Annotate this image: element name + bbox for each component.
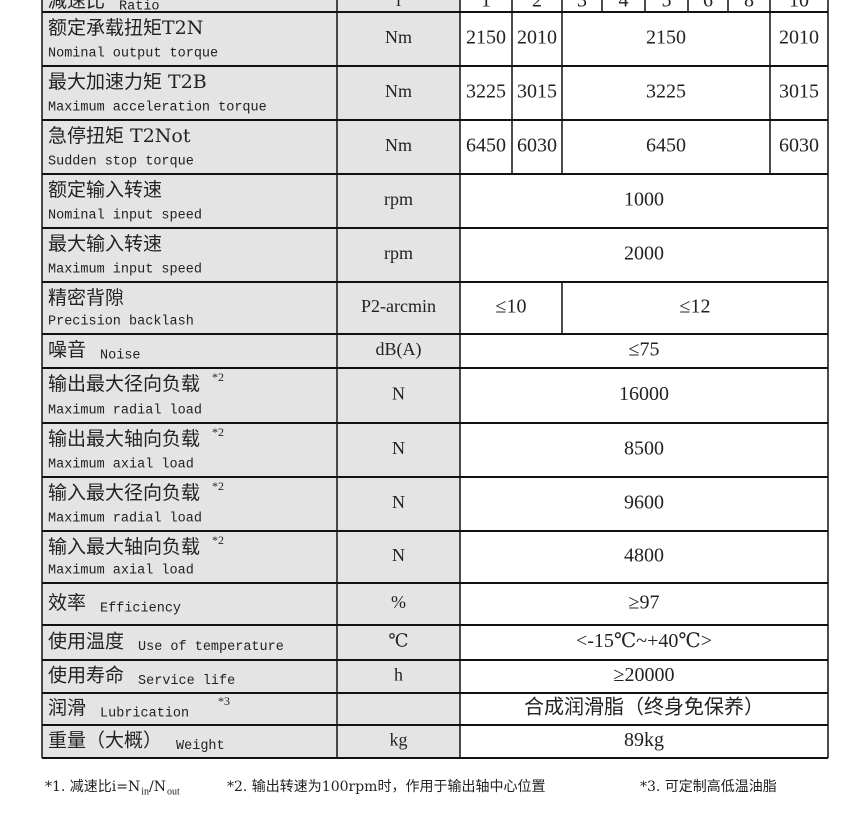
label-en: Weight bbox=[176, 739, 225, 754]
label-bg bbox=[42, 0, 460, 758]
label-cn: 最大输入转速 bbox=[48, 233, 162, 255]
value: 3225 bbox=[466, 81, 506, 103]
value: ≥97 bbox=[629, 592, 660, 614]
footnote-ref: *2 bbox=[212, 479, 224, 493]
label-en: Precision backlash bbox=[48, 315, 194, 330]
value: 16000 bbox=[619, 383, 669, 405]
label-en: Maximum radial load bbox=[48, 512, 202, 527]
value: ≤12 bbox=[680, 296, 711, 318]
footnote-sub: in bbox=[141, 786, 149, 797]
unit: ℃ bbox=[388, 631, 408, 651]
footnote: *2. 输出转速为100rpm时，作用于输出轴中心位置 bbox=[227, 779, 545, 795]
label-en: Efficiency bbox=[100, 602, 181, 617]
label-en: Ratio bbox=[119, 0, 160, 15]
label-en: Nominal output torque bbox=[48, 47, 218, 62]
label-cn: 额定承载扭矩T2N bbox=[48, 17, 203, 39]
unit: rpm bbox=[384, 189, 413, 209]
label-cn: 急停扭矩 T2Not bbox=[48, 125, 191, 147]
value: 2010 bbox=[779, 27, 819, 49]
value: 1 bbox=[481, 0, 491, 12]
value: 89kg bbox=[624, 729, 664, 751]
unit: Nm bbox=[385, 81, 412, 101]
unit: rpm bbox=[384, 243, 413, 263]
value: 合成润滑脂（终身免保养） bbox=[524, 696, 764, 719]
unit: Nm bbox=[385, 135, 412, 155]
footnote: *1. 减速比i=N bbox=[45, 779, 140, 795]
label-en: Service life bbox=[138, 674, 235, 689]
value: 2150 bbox=[646, 27, 686, 49]
value: ≤10 bbox=[496, 296, 527, 318]
label-cn: 使用寿命 bbox=[48, 665, 124, 687]
label-cn: 使用温度 bbox=[48, 631, 124, 653]
value: <-15℃~+40℃> bbox=[576, 630, 712, 652]
footnote-sub: out bbox=[167, 786, 180, 797]
label-cn: 输出最大轴向负载 bbox=[48, 428, 200, 450]
unit: N bbox=[392, 492, 405, 512]
label-cn: 输出最大径向负载 bbox=[48, 373, 200, 395]
unit: N bbox=[392, 384, 405, 404]
value: ≤75 bbox=[629, 339, 660, 361]
value: 6450 bbox=[466, 135, 506, 157]
unit: kg bbox=[390, 730, 408, 750]
label-en: Lubrication bbox=[100, 707, 189, 722]
footnote-ref: *2 bbox=[212, 370, 224, 384]
label-cn: 噪音 bbox=[48, 339, 86, 361]
unit: N bbox=[392, 545, 405, 565]
unit: h bbox=[394, 665, 403, 685]
value: 6030 bbox=[517, 135, 557, 157]
unit: Nm bbox=[385, 27, 412, 47]
value: 2010 bbox=[517, 27, 557, 49]
value: 2000 bbox=[624, 243, 664, 265]
label-en: Maximum radial load bbox=[48, 404, 202, 419]
label-en: Maximum acceleration torque bbox=[48, 101, 267, 116]
label-cn: 精密背隙 bbox=[48, 287, 124, 309]
label-en: Maximum axial load bbox=[48, 458, 194, 473]
value: ≥20000 bbox=[614, 664, 675, 686]
label-cn: 效率 bbox=[48, 592, 86, 614]
label-cn: 减速比 bbox=[48, 0, 105, 12]
label-cn: 输入最大径向负载 bbox=[48, 482, 200, 504]
value: 3 bbox=[577, 0, 587, 12]
value: 2 bbox=[532, 0, 542, 12]
footnote-ref: *2 bbox=[212, 425, 224, 439]
value: 1000 bbox=[624, 189, 664, 211]
unit: P2-arcmin bbox=[361, 296, 436, 316]
unit: % bbox=[391, 592, 406, 612]
value: 3225 bbox=[646, 81, 686, 103]
unit: N bbox=[392, 438, 405, 458]
label-en: Sudden stop torque bbox=[48, 155, 194, 170]
label-en: Noise bbox=[100, 349, 141, 364]
value: 10 bbox=[789, 0, 809, 12]
value: 6 bbox=[703, 0, 713, 12]
footnote-ref: *2 bbox=[212, 533, 224, 547]
footnote-ref: *3 bbox=[218, 694, 230, 708]
label-cn: 最大加速力矩 T2B bbox=[48, 71, 207, 93]
value: 9600 bbox=[624, 492, 664, 514]
value: 4800 bbox=[624, 545, 664, 567]
value: 8 bbox=[744, 0, 754, 12]
value: 4 bbox=[619, 0, 629, 12]
value: 8500 bbox=[624, 438, 664, 460]
label-en: Maximum input speed bbox=[48, 263, 202, 278]
value: 5 bbox=[662, 0, 672, 12]
value: 3015 bbox=[779, 81, 819, 103]
footnote: /N bbox=[149, 779, 166, 795]
label-en: Use of temperature bbox=[138, 640, 284, 655]
value: 6450 bbox=[646, 135, 686, 157]
label-cn: 额定输入转速 bbox=[48, 179, 162, 201]
label-cn: 输入最大轴向负载 bbox=[48, 536, 200, 558]
unit: dB(A) bbox=[376, 339, 422, 360]
value: 3015 bbox=[517, 81, 557, 103]
label-cn: 润滑 bbox=[48, 697, 86, 719]
footnote: *3. 可定制高低温油脂 bbox=[640, 778, 777, 795]
label-en: Nominal input speed bbox=[48, 209, 202, 224]
unit: i bbox=[396, 0, 401, 10]
label-en: Maximum axial load bbox=[48, 564, 194, 579]
value: 6030 bbox=[779, 135, 819, 157]
label-cn: 重量（大概） bbox=[48, 730, 162, 752]
value: 2150 bbox=[466, 27, 506, 49]
